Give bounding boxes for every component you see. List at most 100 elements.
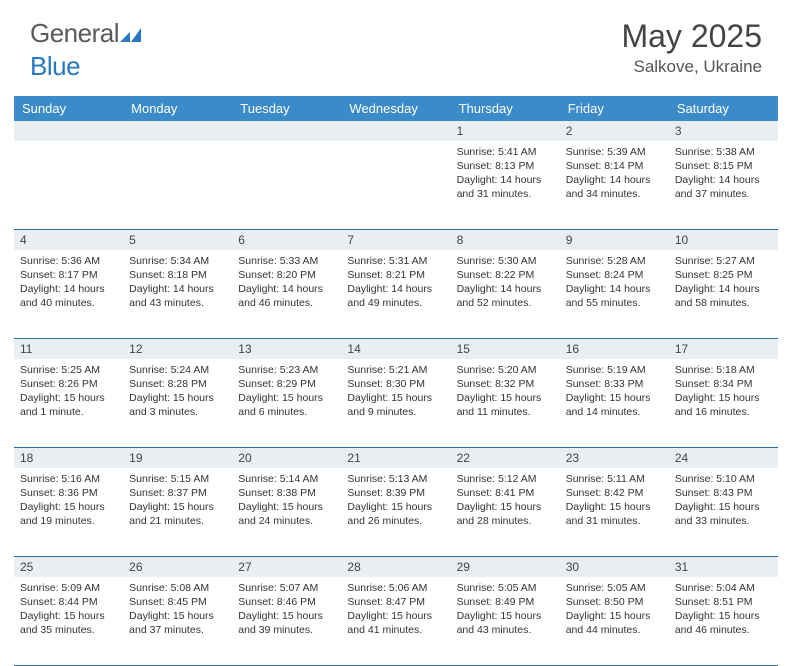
date-number: 14 — [341, 339, 450, 359]
sunrise-text: Sunrise: 5:13 AM — [347, 472, 444, 486]
day-header-sat: Saturday — [669, 96, 778, 121]
day-info: Sunrise: 5:28 AMSunset: 8:24 PMDaylight:… — [566, 254, 663, 311]
sunset-text: Sunset: 8:38 PM — [238, 486, 335, 500]
day-cell: Sunrise: 5:34 AMSunset: 8:18 PMDaylight:… — [123, 250, 232, 338]
date-number: 24 — [669, 448, 778, 468]
daylight-text: Daylight: 14 hours and 34 minutes. — [566, 173, 663, 201]
daylight-text: Daylight: 15 hours and 28 minutes. — [457, 500, 554, 528]
sunset-text: Sunset: 8:45 PM — [129, 595, 226, 609]
day-info: Sunrise: 5:31 AMSunset: 8:21 PMDaylight:… — [347, 254, 444, 311]
sunrise-text: Sunrise: 5:16 AM — [20, 472, 117, 486]
sunset-text: Sunset: 8:36 PM — [20, 486, 117, 500]
day-cell: Sunrise: 5:05 AMSunset: 8:50 PMDaylight:… — [560, 577, 669, 665]
date-row: 11121314151617 — [14, 339, 778, 359]
daylight-text: Daylight: 14 hours and 40 minutes. — [20, 282, 117, 310]
day-cell: Sunrise: 5:13 AMSunset: 8:39 PMDaylight:… — [341, 468, 450, 556]
sunset-text: Sunset: 8:42 PM — [566, 486, 663, 500]
sunrise-text: Sunrise: 5:25 AM — [20, 363, 117, 377]
title-block: May 2025 Salkove, Ukraine — [621, 18, 762, 77]
daylight-text: Daylight: 15 hours and 46 minutes. — [675, 609, 772, 637]
sunset-text: Sunset: 8:37 PM — [129, 486, 226, 500]
day-info: Sunrise: 5:14 AMSunset: 8:38 PMDaylight:… — [238, 472, 335, 529]
date-number: 5 — [123, 230, 232, 250]
date-number: 16 — [560, 339, 669, 359]
day-cell: Sunrise: 5:38 AMSunset: 8:15 PMDaylight:… — [669, 141, 778, 229]
day-cell: Sunrise: 5:05 AMSunset: 8:49 PMDaylight:… — [451, 577, 560, 665]
day-info: Sunrise: 5:16 AMSunset: 8:36 PMDaylight:… — [20, 472, 117, 529]
sunrise-text: Sunrise: 5:06 AM — [347, 581, 444, 595]
date-number: 23 — [560, 448, 669, 468]
sunrise-text: Sunrise: 5:38 AM — [675, 145, 772, 159]
sunrise-text: Sunrise: 5:34 AM — [129, 254, 226, 268]
date-number: 15 — [451, 339, 560, 359]
day-info: Sunrise: 5:09 AMSunset: 8:44 PMDaylight:… — [20, 581, 117, 638]
logo-icon — [120, 20, 142, 51]
sunset-text: Sunset: 8:13 PM — [457, 159, 554, 173]
day-header-thu: Thursday — [451, 96, 560, 121]
date-number: 26 — [123, 557, 232, 577]
day-info: Sunrise: 5:41 AMSunset: 8:13 PMDaylight:… — [457, 145, 554, 202]
date-number: 4 — [14, 230, 123, 250]
day-cell: Sunrise: 5:30 AMSunset: 8:22 PMDaylight:… — [451, 250, 560, 338]
day-cell: Sunrise: 5:27 AMSunset: 8:25 PMDaylight:… — [669, 250, 778, 338]
sunrise-text: Sunrise: 5:15 AM — [129, 472, 226, 486]
day-cell — [123, 141, 232, 229]
sunset-text: Sunset: 8:51 PM — [675, 595, 772, 609]
day-info: Sunrise: 5:33 AMSunset: 8:20 PMDaylight:… — [238, 254, 335, 311]
month-title: May 2025 — [621, 18, 762, 55]
date-number: 3 — [669, 121, 778, 141]
date-number: 9 — [560, 230, 669, 250]
day-cell — [14, 141, 123, 229]
sunset-text: Sunset: 8:28 PM — [129, 377, 226, 391]
weeks-container: 123Sunrise: 5:41 AMSunset: 8:13 PMDaylig… — [14, 121, 778, 666]
sunrise-text: Sunrise: 5:23 AM — [238, 363, 335, 377]
sunrise-text: Sunrise: 5:05 AM — [457, 581, 554, 595]
day-cell: Sunrise: 5:12 AMSunset: 8:41 PMDaylight:… — [451, 468, 560, 556]
day-cell: Sunrise: 5:09 AMSunset: 8:44 PMDaylight:… — [14, 577, 123, 665]
week-row: Sunrise: 5:09 AMSunset: 8:44 PMDaylight:… — [14, 577, 778, 666]
week-row: Sunrise: 5:36 AMSunset: 8:17 PMDaylight:… — [14, 250, 778, 339]
daylight-text: Daylight: 14 hours and 43 minutes. — [129, 282, 226, 310]
day-cell: Sunrise: 5:39 AMSunset: 8:14 PMDaylight:… — [560, 141, 669, 229]
sunrise-text: Sunrise: 5:14 AM — [238, 472, 335, 486]
day-cell — [232, 141, 341, 229]
daylight-text: Daylight: 14 hours and 37 minutes. — [675, 173, 772, 201]
sunrise-text: Sunrise: 5:19 AM — [566, 363, 663, 377]
date-number — [14, 121, 123, 141]
date-number: 1 — [451, 121, 560, 141]
date-number: 12 — [123, 339, 232, 359]
daylight-text: Daylight: 15 hours and 39 minutes. — [238, 609, 335, 637]
day-info: Sunrise: 5:10 AMSunset: 8:43 PMDaylight:… — [675, 472, 772, 529]
sunrise-text: Sunrise: 5:31 AM — [347, 254, 444, 268]
date-number: 29 — [451, 557, 560, 577]
calendar: Sunday Monday Tuesday Wednesday Thursday… — [14, 96, 778, 666]
daylight-text: Daylight: 15 hours and 14 minutes. — [566, 391, 663, 419]
sunset-text: Sunset: 8:22 PM — [457, 268, 554, 282]
day-info: Sunrise: 5:13 AMSunset: 8:39 PMDaylight:… — [347, 472, 444, 529]
daylight-text: Daylight: 15 hours and 11 minutes. — [457, 391, 554, 419]
daylight-text: Daylight: 15 hours and 3 minutes. — [129, 391, 226, 419]
date-number: 19 — [123, 448, 232, 468]
sunset-text: Sunset: 8:32 PM — [457, 377, 554, 391]
date-row: 18192021222324 — [14, 448, 778, 468]
sunset-text: Sunset: 8:46 PM — [238, 595, 335, 609]
date-number: 10 — [669, 230, 778, 250]
daylight-text: Daylight: 15 hours and 1 minute. — [20, 391, 117, 419]
day-header-tue: Tuesday — [232, 96, 341, 121]
sunset-text: Sunset: 8:34 PM — [675, 377, 772, 391]
sunset-text: Sunset: 8:15 PM — [675, 159, 772, 173]
day-cell: Sunrise: 5:41 AMSunset: 8:13 PMDaylight:… — [451, 141, 560, 229]
sunset-text: Sunset: 8:43 PM — [675, 486, 772, 500]
day-header-row: Sunday Monday Tuesday Wednesday Thursday… — [14, 96, 778, 121]
day-cell: Sunrise: 5:10 AMSunset: 8:43 PMDaylight:… — [669, 468, 778, 556]
logo-text-gray: General — [30, 18, 119, 48]
sunset-text: Sunset: 8:20 PM — [238, 268, 335, 282]
sunset-text: Sunset: 8:50 PM — [566, 595, 663, 609]
daylight-text: Daylight: 15 hours and 37 minutes. — [129, 609, 226, 637]
week-row: Sunrise: 5:41 AMSunset: 8:13 PMDaylight:… — [14, 141, 778, 230]
day-info: Sunrise: 5:05 AMSunset: 8:50 PMDaylight:… — [566, 581, 663, 638]
day-info: Sunrise: 5:27 AMSunset: 8:25 PMDaylight:… — [675, 254, 772, 311]
logo-text: General Blue — [30, 18, 142, 82]
day-info: Sunrise: 5:11 AMSunset: 8:42 PMDaylight:… — [566, 472, 663, 529]
date-number: 27 — [232, 557, 341, 577]
